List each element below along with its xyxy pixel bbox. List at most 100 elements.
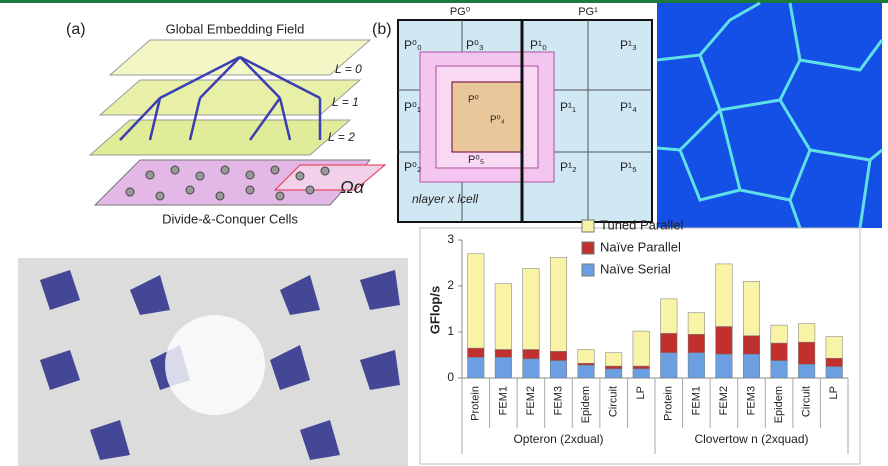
cell-label: P¹₅	[620, 160, 637, 174]
bar-segment	[468, 357, 485, 378]
x-tick-label: FEM2	[718, 386, 730, 415]
panel-a: (a) Global Embedding Field L = 0 L = 1 L…	[66, 21, 385, 226]
bar-segment	[633, 331, 650, 366]
legend-label: Naïve Serial	[600, 261, 671, 276]
y-tick-label: 1	[447, 324, 454, 338]
group-label: Clovertow n (2xquad)	[694, 432, 808, 446]
legend-swatch	[582, 242, 594, 254]
voronoi-image	[657, 3, 882, 228]
bar-segment	[550, 257, 567, 351]
formula: nlayer x lcell	[412, 192, 478, 206]
cell-label: P¹₁	[560, 100, 576, 114]
cell-label: P¹₃	[620, 38, 637, 52]
bar-segment	[688, 334, 705, 352]
bar-segment	[578, 363, 595, 365]
bar-segment	[798, 364, 815, 378]
legend-label: Naïve Parallel	[600, 239, 681, 254]
x-tick-label: LP	[828, 386, 840, 399]
bar-segment	[771, 325, 788, 343]
y-tick-label: 3	[447, 232, 454, 246]
x-tick-label: FEM3	[745, 386, 757, 415]
x-tick-label: Epidem	[580, 386, 592, 423]
level-label: L = 2	[328, 130, 355, 144]
bar-segment	[771, 343, 788, 360]
bar-segment	[550, 361, 567, 378]
bar-segment	[716, 326, 733, 354]
bar-segment	[605, 369, 622, 378]
pore	[165, 315, 265, 415]
bar-segment	[578, 349, 595, 363]
bar-segment	[661, 333, 678, 352]
molecular-image	[18, 258, 408, 466]
x-tick-label: LP	[635, 386, 647, 399]
cell-label: P⁰₄	[490, 115, 505, 126]
bar-segment	[826, 367, 843, 379]
panel-b: (b) PG⁰ PG¹ P⁰₀ P⁰₃ P⁰₁ P⁰₂ P⁰₅ P¹₀ P¹₃ …	[372, 6, 652, 222]
cell-label: P¹₂	[560, 160, 577, 174]
bar-segment	[798, 324, 815, 342]
legend-swatch	[582, 220, 594, 232]
x-tick-label: Protein	[470, 386, 482, 421]
bar-segment	[468, 348, 485, 357]
level-label: L = 1	[332, 95, 359, 109]
bar-segment	[771, 361, 788, 378]
omega-label: Ωα	[340, 177, 365, 197]
bar-segment	[633, 369, 650, 378]
cell-label: P⁰₀	[404, 38, 422, 52]
bar-segment	[578, 365, 595, 378]
bar-segment	[468, 254, 485, 348]
legend-label: Tuned Parallel	[600, 217, 683, 232]
bar-segment	[605, 366, 622, 369]
group-label: PG¹	[578, 6, 598, 18]
cell-label: P⁰₁	[404, 100, 421, 114]
legend-swatch	[582, 264, 594, 276]
slide: (a) Global Embedding Field L = 0 L = 1 L…	[0, 0, 888, 466]
bar-segment	[688, 313, 705, 335]
bar-segment	[826, 337, 843, 359]
bar-segment	[743, 336, 760, 354]
cell-label: P⁰₅	[468, 154, 484, 166]
x-tick-label: Circuit	[801, 386, 813, 417]
x-tick-label: FEM1	[497, 386, 509, 415]
bar-segment	[550, 351, 567, 360]
y-axis-label: GFlop/s	[427, 286, 442, 334]
y-tick-label: 2	[447, 278, 454, 292]
layer	[90, 120, 350, 155]
cell-label: P¹₀	[530, 38, 547, 52]
bar-segment	[495, 284, 512, 350]
bar-segment	[495, 357, 512, 378]
core	[452, 82, 522, 152]
x-tick-label: FEM2	[525, 386, 537, 415]
field-title: Global Embedding Field	[166, 21, 305, 36]
bar-segment	[661, 353, 678, 378]
group-label: Opteron (2xdual)	[513, 432, 603, 446]
cell-label: P⁰₂	[404, 160, 422, 174]
x-tick-label: Circuit	[608, 386, 620, 417]
top-rule	[0, 0, 888, 3]
panel-label: (a)	[66, 21, 86, 38]
cell-label: P⁰₃	[466, 38, 484, 52]
bar-segment	[523, 349, 540, 358]
y-tick-label: 0	[447, 370, 454, 384]
bar-segment	[661, 299, 678, 334]
bar-segment	[523, 269, 540, 350]
x-tick-label: FEM1	[690, 386, 702, 415]
bar-segment	[798, 342, 815, 364]
x-tick-label: Epidem	[773, 386, 785, 423]
level-label: L = 0	[335, 62, 362, 76]
caption: Divide-&-Conquer Cells	[162, 211, 298, 226]
x-tick-label: Protein	[663, 386, 675, 421]
bar-segment	[495, 349, 512, 357]
image-bg	[657, 3, 882, 228]
bar-segment	[633, 366, 650, 369]
bar-segment	[716, 354, 733, 378]
group-label: PG⁰	[450, 6, 471, 18]
cell-label: P⁰	[468, 95, 479, 106]
bar-segment	[743, 281, 760, 335]
bar-segment	[716, 264, 733, 327]
cell-label: P¹₄	[620, 100, 637, 114]
bar-segment	[605, 353, 622, 366]
panel-label: (b)	[372, 21, 392, 38]
bar-segment	[743, 354, 760, 378]
bar-chart: GFlop/s 0 1 2 3 Protein FEM1 FEM2 FEM3 Epidem Cir…	[420, 217, 860, 464]
